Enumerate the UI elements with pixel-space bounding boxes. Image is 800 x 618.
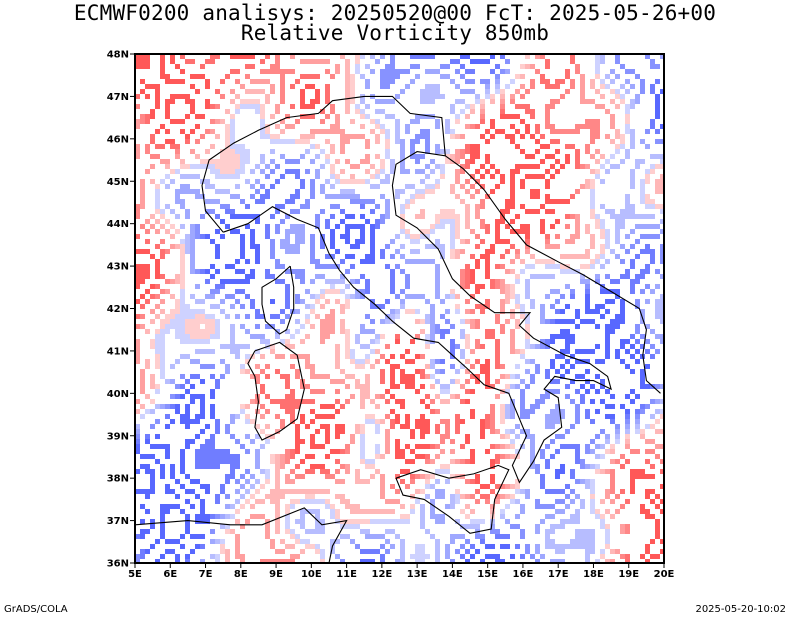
lat-tick-label: 38N [107, 474, 129, 485]
lon-tick-label: 10E [301, 569, 322, 580]
lat-tick-label: 39N [107, 431, 129, 442]
coastlines [135, 95, 661, 563]
lon-tick-label: 15E [477, 569, 498, 580]
sicily-coastline [395, 464, 510, 534]
lon-tick-label: 7E [199, 569, 213, 580]
lat-tick-label: 48N [107, 50, 129, 61]
footer-timestamp: 2025-05-20-10:02 [695, 604, 786, 615]
contour-field [135, 54, 664, 563]
chart-title: ECMWF0200 analisys: 20250520@00 FcT: 202… [73, 1, 717, 25]
lat-tick-label: 37N [107, 516, 129, 527]
lat-tick-label: 41N [107, 346, 129, 357]
lon-tick-label: 9E [269, 569, 283, 580]
lat-tick-label: 40N [107, 389, 129, 400]
lat-tick-label: 43N [107, 262, 129, 273]
chart-subtitle: Relative Vorticity 850mb [240, 21, 550, 45]
lon-tick-label: 20E [654, 569, 675, 580]
lon-tick-label: 18E [583, 569, 604, 580]
lat-tick-label: 46N [107, 134, 129, 145]
lon-tick-label: 19E [618, 569, 639, 580]
lon-tick-label: 6E [163, 569, 177, 580]
corsica-coastline [261, 265, 295, 335]
lon-tick-label: 13E [407, 569, 428, 580]
italy-coastline [223, 151, 612, 484]
footer-left-credit: GrADS/COLA [4, 604, 68, 615]
sardinia-coastline [247, 341, 305, 441]
lon-tick-label: 16E [513, 569, 534, 580]
lon-tick-label: 11E [336, 569, 357, 580]
axis-ticks: 5E 6E 7E 8E 9E 10E 11E 12E 13E 14E 15E 16E 17E 18E 19E… [107, 50, 675, 581]
adriatic-east-coastline [444, 155, 661, 394]
lon-tick-label: 14E [442, 569, 463, 580]
lat-tick-label: 44N [107, 219, 129, 230]
lat-tick-label: 42N [107, 304, 129, 315]
africa-coastline [135, 507, 348, 563]
lat-tick-label: 45N [107, 177, 129, 188]
alps-border [201, 95, 446, 233]
lon-tick-label: 8E [234, 569, 248, 580]
lat-tick-label: 47N [107, 92, 129, 103]
lon-tick-label: 17E [548, 569, 569, 580]
lat-tick-label: 36N [107, 559, 129, 570]
lon-tick-label: 12E [371, 569, 392, 580]
lon-tick-label: 5E [128, 569, 142, 580]
